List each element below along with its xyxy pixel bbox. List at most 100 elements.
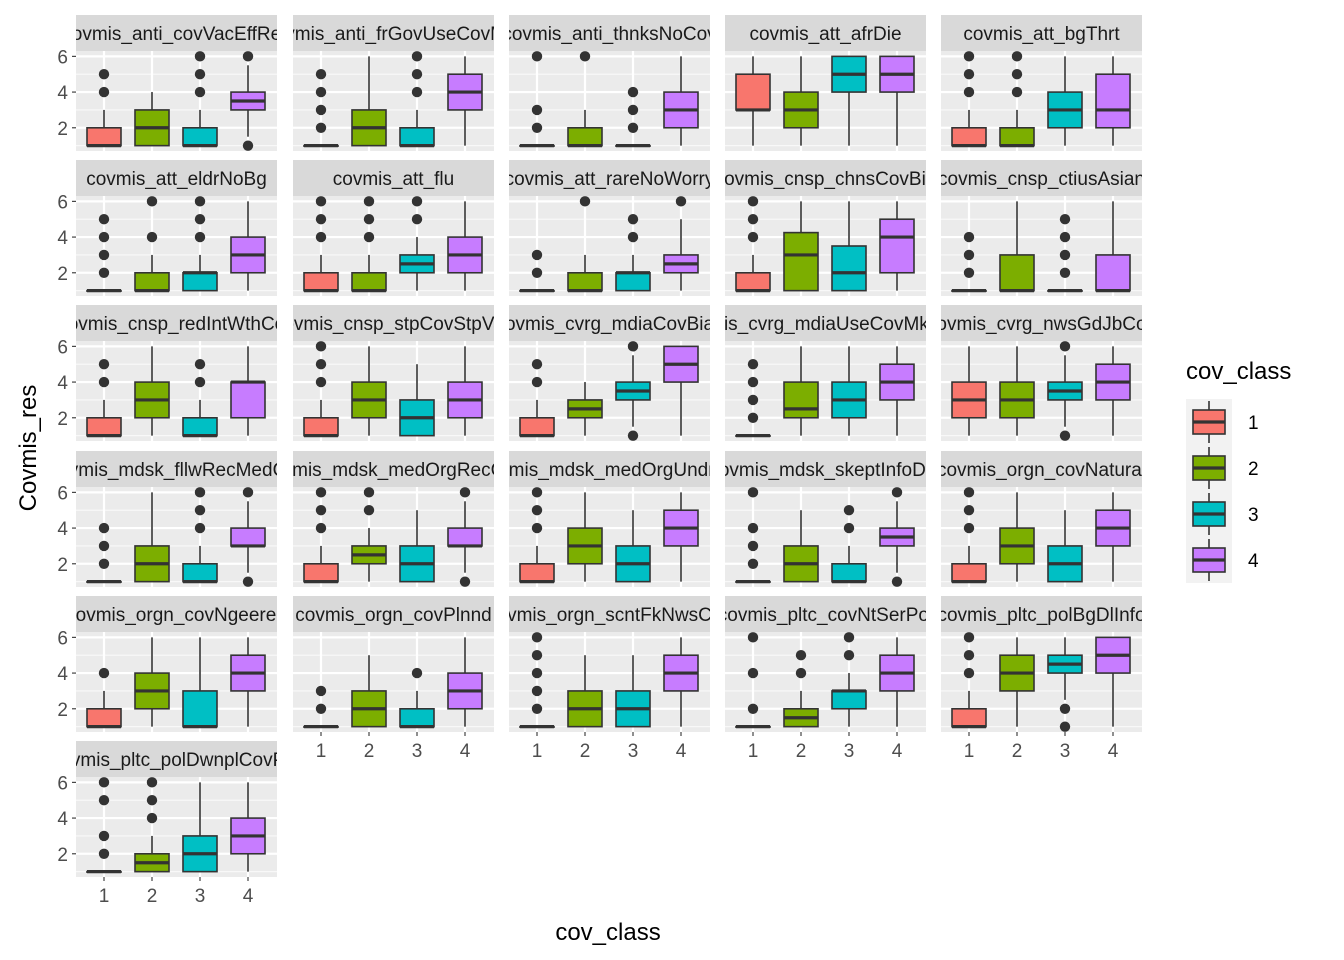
- y-tick-label: 4: [57, 373, 68, 394]
- boxplot: [783, 56, 819, 146]
- outlier-point: [315, 505, 327, 516]
- legend: cov_class 1 2 3 4: [1186, 358, 1291, 583]
- facet-panel: covmis_cvrg_nwsGdJbCov: [941, 305, 1142, 441]
- outlier-point: [98, 558, 110, 569]
- boxplot: [1095, 346, 1131, 436]
- outlier-point: [315, 196, 327, 207]
- box-body: [519, 562, 555, 583]
- outlier-point: [1011, 51, 1023, 62]
- box-body: [951, 126, 987, 147]
- boxplot: [999, 51, 1035, 148]
- facet-strip: [941, 451, 1142, 487]
- facet-strip: [293, 596, 494, 632]
- outlier-point: [747, 231, 759, 243]
- outlier-point: [194, 231, 206, 243]
- boxplot: [735, 359, 771, 438]
- box-body: [567, 126, 603, 147]
- outlier-point: [315, 487, 327, 498]
- box-body: [879, 218, 915, 274]
- boxplot: [519, 51, 555, 148]
- x-tick-label: 1: [964, 741, 975, 762]
- facet-strip: [509, 15, 710, 51]
- outlier-point: [98, 214, 110, 225]
- outlier-point: [459, 576, 471, 587]
- facet-panel: covmis_cnsp_stpCovStpVac: [293, 305, 494, 441]
- box-body: [182, 690, 218, 728]
- box-body: [1095, 73, 1131, 129]
- outlier-point: [411, 667, 423, 679]
- boxplot: [86, 667, 122, 729]
- outlier-point: [531, 703, 543, 714]
- outlier-point: [627, 86, 639, 98]
- facet-panel: covmis_cvrg_mdiaUseCovMkTrmp: [725, 305, 926, 441]
- outlier-point: [98, 376, 110, 388]
- boxplot: [735, 196, 771, 293]
- outlier-point: [315, 231, 327, 243]
- outlier-point: [315, 703, 327, 714]
- outlier-point: [194, 86, 206, 98]
- outlier-point: [1011, 69, 1023, 80]
- boxplot: [735, 632, 771, 729]
- facet-strip: [293, 15, 494, 51]
- facet-strip: [941, 15, 1142, 51]
- y-tick-label: 4: [57, 83, 68, 104]
- x-tick-label: 2: [796, 741, 807, 762]
- facet-strip: [725, 160, 926, 196]
- boxplot: [567, 655, 603, 728]
- legend-label: 1: [1248, 413, 1259, 434]
- boxplot: [230, 782, 266, 872]
- outlier-point: [963, 487, 975, 498]
- y-tick-label: 2: [57, 119, 68, 140]
- outlier-point: [531, 51, 543, 62]
- legend-label: 3: [1248, 505, 1259, 526]
- outlier-point: [531, 249, 543, 261]
- facet-strip-label: covmis_cnsp_chnsCovBio: [715, 169, 937, 190]
- facet-strip: [76, 160, 277, 196]
- outlier-point: [146, 812, 158, 824]
- boxplot: [567, 492, 603, 582]
- outlier-point: [963, 650, 975, 661]
- outlier-point: [531, 522, 543, 534]
- outlier-point: [146, 795, 158, 806]
- y-tick-label: 6: [57, 483, 68, 504]
- box-body: [519, 416, 555, 437]
- boxplot: [831, 55, 867, 146]
- outlier-point: [579, 196, 591, 207]
- outlier-point: [531, 376, 543, 388]
- facet-panel: covmis_att_rareNoWorry: [509, 160, 710, 296]
- boxplot: [663, 196, 699, 291]
- x-tick-label: 4: [676, 741, 687, 762]
- box-body: [951, 707, 987, 728]
- legend-key: 3: [1186, 491, 1259, 537]
- facet-strip: [293, 451, 494, 487]
- x-tick-label: 1: [748, 741, 759, 762]
- outlier-point: [98, 231, 110, 243]
- outlier-point: [194, 214, 206, 225]
- outlier-point: [747, 359, 759, 370]
- facet-strip: [76, 596, 277, 632]
- boxplot: [86, 522, 122, 584]
- facet-panel: covmis_att_bgThrt: [941, 15, 1142, 151]
- boxplot: [134, 196, 170, 293]
- boxplot: [230, 346, 266, 436]
- boxplot: [182, 196, 218, 292]
- outlier-point: [315, 214, 327, 225]
- box-body: [831, 562, 867, 583]
- boxplot: [182, 487, 218, 584]
- facet-panel: covmis_orgn_covNatural: [941, 451, 1142, 587]
- boxplot: [399, 667, 435, 729]
- boxplot: [1047, 510, 1083, 583]
- x-tick-label: 3: [844, 741, 855, 762]
- boxplot: [447, 487, 483, 587]
- boxplot: [879, 55, 915, 146]
- boxplot: [303, 487, 339, 584]
- facet-strip-label: covmis_mdsk_skeptInfoDrs: [709, 460, 941, 481]
- boxplot: [134, 346, 170, 436]
- box-body: [831, 245, 867, 292]
- outlier-point: [98, 249, 110, 261]
- outlier-point: [747, 703, 759, 714]
- outlier-point: [963, 69, 975, 80]
- outlier-point: [627, 122, 639, 133]
- boxplot: [663, 637, 699, 727]
